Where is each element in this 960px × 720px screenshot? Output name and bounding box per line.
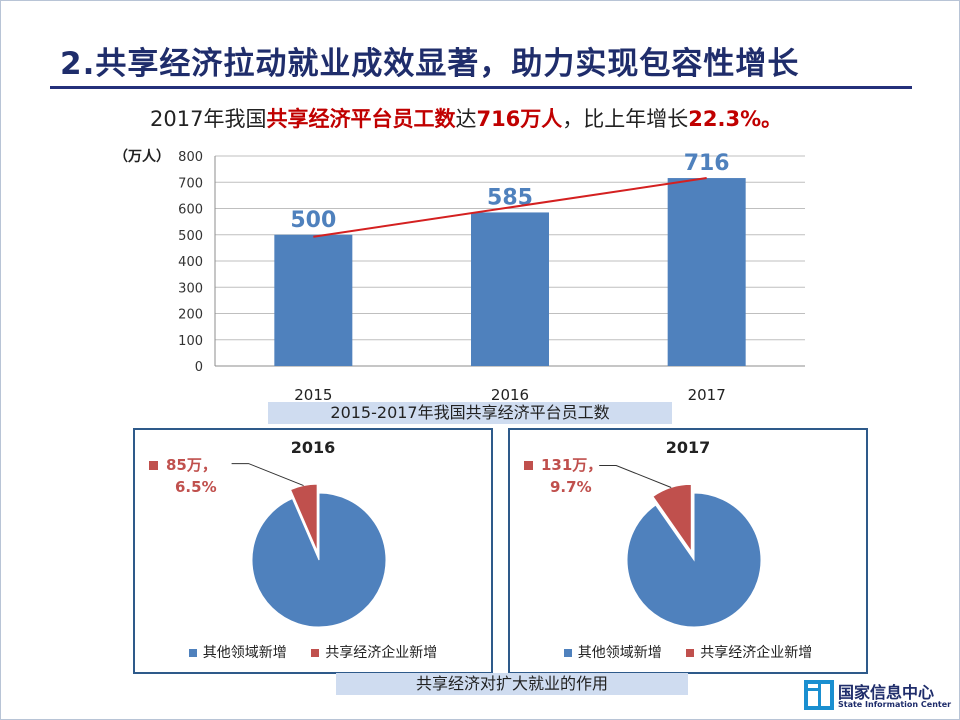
data-label: 585 [487,185,533,210]
headline-highlight: 22.3%。 [688,107,783,131]
x-tick-label: 2017 [688,386,726,404]
y-tick-label: 500 [178,229,203,244]
pie-chart-2016 [231,463,387,628]
y-tick-label: 800 [178,150,203,165]
pie-slice-label: 131万， 9.7% [524,454,602,498]
pie-legend: 其他领域新增 共享经济企业新增 [135,642,491,662]
leader-line [231,463,304,487]
logo: 国家信息中心 State Information Center [804,680,954,718]
pie-slice-other [626,492,762,628]
red-square-icon [311,649,320,657]
headline: 2017年我国共享经济平台员工数达716万人，比上年增长22.3%。 [150,103,782,133]
y-tick-label: 400 [178,255,203,270]
y-tick-label: 600 [178,203,203,218]
blue-square-icon [188,649,197,657]
slide-title: 2.共享经济拉动就业成效显著，助力实现包容性增长 [60,46,800,82]
y-tick-label: 200 [178,308,203,323]
x-tick-label: 2016 [491,386,529,404]
headline-part: ，比上年增长 [562,107,689,131]
bar [471,212,549,366]
legend-item: 共享经济企业新增 [686,642,812,662]
pie-title: 2017 [665,438,711,457]
legend-item: 其他领域新增 [563,642,662,662]
legend-item: 其他领域新增 [188,642,287,662]
pie-charts-caption: 共享经济对扩大就业的作用 [336,673,688,695]
blue-square-icon [563,649,572,657]
pie-slice-label: 85万， 6.5% [149,454,217,498]
bar [667,178,746,366]
y-tick-label: 300 [178,281,203,296]
pie-chart-2017 [599,465,762,628]
y-tick-label: 100 [178,334,203,349]
bar-chart: 0 100 200 300 400 500 600 700 800 （万人） 2015 500 2016… [114,148,805,404]
bar [274,234,353,366]
x-tick-label: 2015 [294,386,332,404]
pie-panel-2017: 2017 131万， 9.7% 其他领域新增 共享经济企业新增 [508,428,868,674]
red-square-icon [524,461,533,470]
pie-slice-other [251,492,387,628]
bar-chart-caption: 2015-2017年我国共享经济平台员工数 [268,402,672,424]
red-square-icon [686,649,695,657]
data-label: 500 [290,208,336,233]
data-label: 716 [684,151,730,176]
legend-item: 共享经济企业新增 [311,642,437,662]
logo-text-cn: 国家信息中心 [838,683,935,702]
headline-highlight: 共享经济平台员工数 [266,107,456,131]
y-axis-label: （万人） [114,148,170,165]
y-tick-label: 0 [195,360,203,375]
pie-slice-sharing [289,483,318,552]
headline-part: 2017年我国 [150,107,267,131]
trend-line [313,177,707,238]
headline-part: 达 [455,107,477,131]
leader-line [599,465,672,488]
logo-text-en: State Information Center [838,700,952,709]
pie-legend: 其他领域新增 共享经济企业新增 [510,642,866,662]
red-square-icon [149,461,158,470]
y-tick-label: 700 [178,176,203,191]
title-underline [50,86,912,89]
pie-panel-2016: 2016 85万， 6.5% 其他领域新增 共享经济企业新增 [133,428,493,674]
headline-highlight: 716万人 [476,107,563,131]
logo-mark-icon [804,680,834,710]
pie-title: 2016 [290,438,336,457]
pie-slice-sharing [652,483,692,554]
